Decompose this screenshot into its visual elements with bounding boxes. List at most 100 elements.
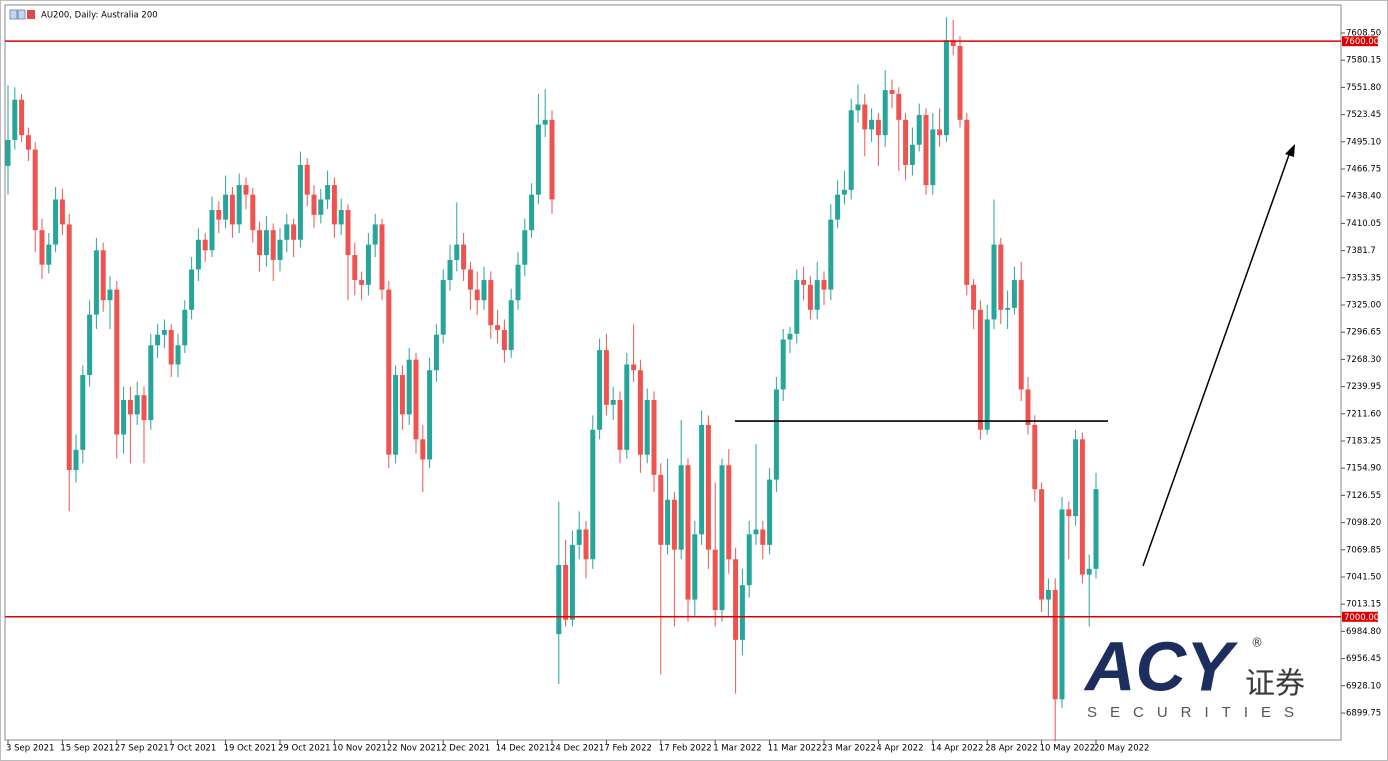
watermark-mark: ® bbox=[1251, 636, 1263, 650]
candle-body bbox=[304, 164, 310, 195]
candle-body bbox=[46, 244, 52, 265]
candle-body bbox=[699, 424, 705, 535]
candle-body bbox=[1079, 439, 1085, 575]
x-tick-label: 17 Feb 2022 bbox=[659, 744, 712, 754]
y-tick-label: 7268.30 bbox=[1346, 355, 1381, 365]
y-tick-label: 7069.85 bbox=[1346, 545, 1381, 555]
candle-body bbox=[447, 259, 453, 281]
candle-body bbox=[780, 339, 786, 390]
candle-body bbox=[481, 280, 487, 301]
icon-part bbox=[17, 9, 26, 20]
candle-body bbox=[93, 250, 99, 315]
candle-body bbox=[379, 224, 385, 290]
watermark-chinese: 证券 bbox=[1245, 667, 1305, 702]
candle-body bbox=[515, 264, 521, 301]
candle-body bbox=[923, 115, 929, 186]
candle-body bbox=[930, 129, 936, 186]
candle-body bbox=[474, 289, 480, 301]
y-tick-label: 7438.40 bbox=[1346, 192, 1381, 202]
candle-body bbox=[903, 119, 909, 165]
y-tick-label: 7183.25 bbox=[1346, 437, 1381, 447]
candle-body bbox=[243, 185, 249, 195]
candle-body bbox=[896, 93, 902, 120]
candles bbox=[5, 17, 1099, 742]
candle-body bbox=[66, 224, 72, 471]
candle-body bbox=[1025, 389, 1031, 425]
candle-body bbox=[569, 544, 575, 620]
y-tick-label: 7608.50 bbox=[1346, 29, 1381, 39]
candle-body bbox=[665, 499, 671, 545]
candle-body bbox=[257, 230, 263, 256]
x-tick-label: 3 Sep 2021 bbox=[6, 744, 54, 754]
y-tick-label: 7466.75 bbox=[1346, 165, 1381, 175]
candle-body bbox=[250, 194, 256, 231]
candle-body bbox=[692, 534, 698, 600]
candle-body bbox=[753, 529, 759, 535]
y-tick-label: 7580.15 bbox=[1346, 56, 1381, 66]
candle-body bbox=[977, 309, 983, 430]
candle-body bbox=[229, 194, 235, 225]
candle-body bbox=[325, 185, 331, 200]
candle-body bbox=[726, 465, 732, 560]
y-tick-label: 7410.05 bbox=[1346, 219, 1381, 229]
x-tick-label: 7 Feb 2022 bbox=[604, 744, 652, 754]
candle-body bbox=[202, 239, 208, 251]
y-tick-label: 6899.75 bbox=[1346, 708, 1381, 718]
y-tick-label: 7013.15 bbox=[1346, 600, 1381, 610]
candle-body bbox=[746, 534, 752, 586]
candle-body bbox=[637, 370, 643, 455]
candle-body bbox=[433, 334, 439, 371]
candle-body bbox=[685, 465, 691, 600]
x-tick-label: 22 Nov 2021 bbox=[387, 744, 441, 754]
candle-body bbox=[209, 210, 215, 251]
candle-body bbox=[590, 429, 596, 560]
y-tick-label: 7551.80 bbox=[1346, 83, 1381, 93]
candle-body bbox=[25, 135, 31, 150]
candle-body bbox=[406, 359, 412, 415]
y-tick-label: 6956.45 bbox=[1346, 654, 1381, 664]
candle-body bbox=[311, 194, 317, 215]
x-tick-label: 1 Mar 2022 bbox=[713, 744, 761, 754]
candle-body bbox=[1011, 280, 1017, 308]
y-tick-label: 7325.00 bbox=[1346, 301, 1381, 311]
candle-body bbox=[284, 224, 290, 240]
candle-body bbox=[467, 269, 473, 290]
price-level-label: 7600.00 bbox=[1344, 37, 1379, 47]
candle-body bbox=[413, 359, 419, 440]
candle-body bbox=[583, 529, 589, 560]
candle-body bbox=[814, 280, 820, 310]
candle-body bbox=[141, 395, 147, 421]
candle-body bbox=[576, 529, 582, 545]
x-tick-label: 14 Apr 2022 bbox=[931, 744, 984, 754]
candle-body bbox=[345, 210, 351, 256]
candle-body bbox=[651, 399, 657, 475]
y-tick-label: 7239.95 bbox=[1346, 382, 1381, 392]
candle-body bbox=[964, 119, 970, 285]
candle-body bbox=[236, 185, 242, 225]
icon-part bbox=[9, 9, 18, 20]
candle-body bbox=[522, 230, 528, 265]
x-tick-label: 29 Oct 2021 bbox=[278, 744, 331, 754]
candle-body bbox=[712, 549, 718, 611]
candle-body bbox=[610, 399, 616, 405]
candle-body bbox=[529, 194, 535, 231]
candle-body bbox=[508, 300, 514, 351]
candle-body bbox=[501, 329, 507, 351]
x-tick-label: 24 Dec 2021 bbox=[550, 744, 604, 754]
x-tick-label: 20 May 2022 bbox=[1094, 744, 1149, 754]
candle-body bbox=[542, 119, 548, 125]
y-tick-label: 7041.50 bbox=[1346, 572, 1381, 582]
candle-body bbox=[277, 239, 283, 260]
candle-body bbox=[950, 40, 956, 46]
candle-body bbox=[263, 230, 269, 256]
x-tick-label: 10 May 2022 bbox=[1040, 744, 1095, 754]
candle-body bbox=[73, 449, 79, 471]
y-tick-label: 7154.90 bbox=[1346, 464, 1381, 474]
candle-body bbox=[821, 280, 827, 290]
candle-body bbox=[1066, 509, 1072, 517]
arrow-head bbox=[1285, 144, 1295, 157]
x-tick-label: 10 Nov 2021 bbox=[332, 744, 386, 754]
x-tick-label: 28 Apr 2022 bbox=[985, 744, 1038, 754]
candle-body bbox=[216, 210, 222, 220]
